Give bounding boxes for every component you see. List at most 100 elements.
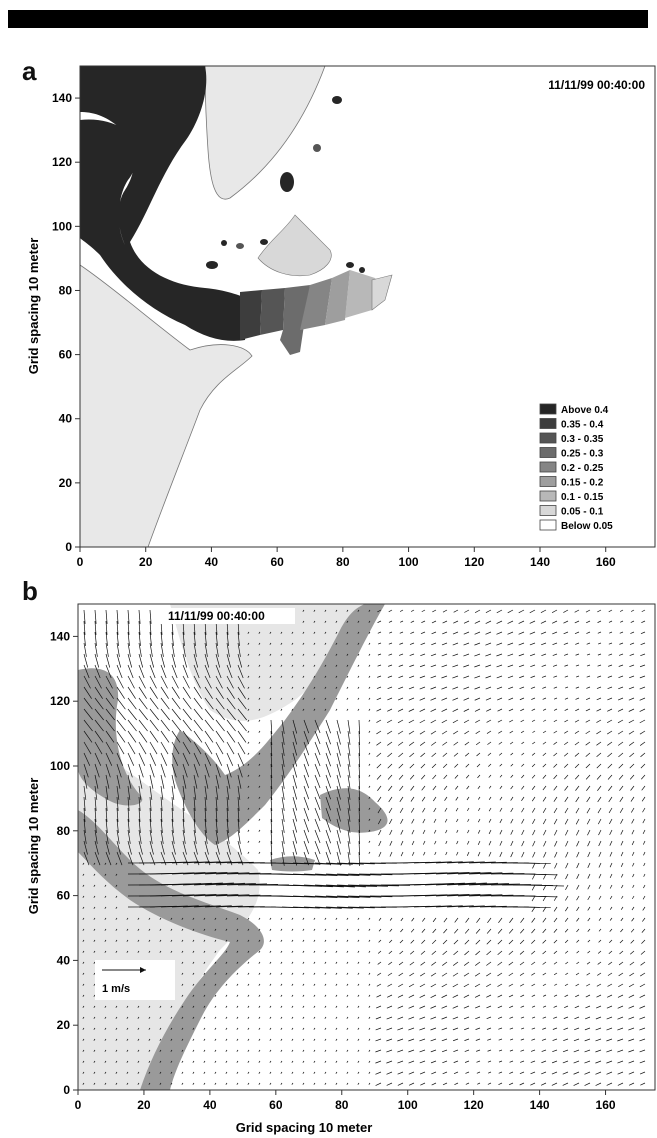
velocity-vector: [609, 862, 613, 868]
velocity-vector: [542, 1005, 547, 1008]
panel-a-ylabel: Grid spacing 10 meter: [26, 238, 41, 375]
velocity-vector: [576, 851, 580, 858]
velocity-vector: [597, 818, 602, 825]
velocity-vector: [137, 1016, 140, 1019]
velocity-vector: [408, 1027, 415, 1031]
velocity-vector: [226, 697, 236, 710]
velocity-vector: [609, 829, 613, 836]
velocity-vector: [94, 664, 101, 679]
velocity-vector: [116, 642, 120, 657]
velocity-vector: [408, 1005, 415, 1009]
velocity-vector: [410, 796, 415, 802]
velocity-vector: [94, 807, 97, 822]
velocity-vector: [497, 983, 503, 987]
velocity-vector: [597, 972, 602, 976]
velocity-vector: [413, 861, 441, 864]
velocity-vector: [115, 1082, 118, 1085]
velocity-vector: [475, 730, 481, 735]
velocity-vector: [215, 829, 219, 844]
velocity-vector: [346, 961, 349, 964]
velocity-vector: [541, 642, 547, 646]
velocity-vector: [368, 1071, 371, 1074]
velocity-vector: [368, 807, 371, 810]
velocity-vector: [346, 653, 349, 656]
velocity-vector: [313, 653, 316, 656]
velocity-vector: [149, 642, 153, 657]
velocity-vector: [586, 686, 591, 689]
panel-a-blob: [332, 96, 342, 104]
velocity-vector: [94, 774, 99, 789]
velocity-vector: [215, 697, 225, 710]
velocity-vector: [620, 862, 624, 867]
velocity-vector: [375, 1060, 382, 1064]
velocity-vector: [104, 1060, 107, 1063]
velocity-vector: [442, 939, 448, 945]
velocity-vector: [148, 1038, 151, 1041]
velocity-vector: [540, 1082, 547, 1086]
velocity-vector: [553, 1005, 558, 1008]
velocity-vector: [313, 1027, 316, 1030]
velocity-vector: [620, 851, 624, 857]
velocity-vector: [486, 1027, 492, 1030]
velocity-vector: [237, 730, 247, 743]
velocity-vector: [203, 950, 206, 953]
velocity-vector: [424, 882, 465, 886]
velocity-vector: [430, 1049, 437, 1053]
legend-label: 0.1 - 0.15: [561, 492, 604, 503]
velocity-vector: [324, 664, 327, 667]
velocity-vector: [203, 1071, 206, 1074]
velocity-vector: [499, 818, 503, 824]
velocity-vector: [474, 631, 481, 635]
velocity-vector: [192, 1027, 195, 1030]
velocity-vector: [237, 818, 240, 833]
velocity-vector: [509, 719, 514, 723]
velocity-vector: [531, 906, 536, 913]
velocity-vector: [292, 730, 298, 745]
velocity-vector: [258, 752, 261, 755]
velocity-vector: [574, 719, 580, 723]
velocity-vector: [457, 882, 498, 886]
velocity-vector: [204, 686, 213, 699]
velocity-vector: [629, 972, 635, 977]
velocity-vector: [464, 950, 470, 956]
velocity-vector: [640, 752, 646, 758]
velocity-vector: [521, 851, 525, 858]
velocity-vector: [138, 840, 143, 855]
velocity-vector: [247, 851, 250, 854]
velocity-vector: [116, 840, 121, 855]
velocity-vector: [303, 807, 310, 822]
y-tick-label: 60: [59, 348, 73, 362]
velocity-vector: [368, 917, 371, 920]
velocity-vector: [563, 642, 569, 645]
velocity-vector: [468, 861, 496, 864]
velocity-vector: [314, 862, 342, 865]
velocity-vector: [531, 939, 536, 944]
legend-label: 0.25 - 0.3: [561, 449, 604, 460]
velocity-vector: [595, 1071, 602, 1075]
velocity-vector: [105, 686, 114, 699]
velocity-vector: [314, 873, 349, 877]
velocity-vector: [292, 818, 298, 833]
velocity-vector: [258, 697, 261, 700]
velocity-vector: [269, 1071, 272, 1074]
velocity-vector: [170, 939, 173, 942]
velocity-vector: [617, 697, 624, 701]
velocity-vector: [643, 851, 646, 856]
velocity-vector: [486, 994, 492, 998]
velocity-vector: [292, 763, 298, 778]
velocity-vector: [313, 939, 316, 942]
velocity-vector: [597, 807, 602, 814]
velocity-vector: [236, 1049, 239, 1052]
velocity-vector: [368, 1060, 371, 1063]
velocity-vector: [93, 884, 96, 887]
velocity-vector: [499, 807, 503, 812]
velocity-vector: [618, 664, 624, 667]
velocity-vector: [226, 664, 233, 679]
velocity-vector: [82, 928, 85, 931]
velocity-vector: [258, 1038, 261, 1041]
velocity-vector: [303, 895, 338, 898]
velocity-vector: [336, 884, 377, 888]
velocity-vector: [324, 1016, 327, 1019]
velocity-vector: [639, 730, 646, 735]
velocity-vector: [269, 1060, 272, 1063]
